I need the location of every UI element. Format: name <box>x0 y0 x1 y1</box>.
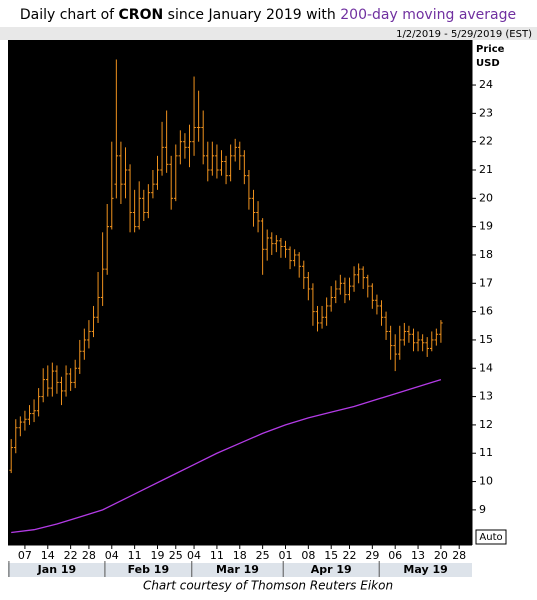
y-tick-label: 12 <box>479 418 493 431</box>
y-axis-unit: USD <box>476 58 500 69</box>
y-tick-label: 17 <box>479 276 493 289</box>
y-tick-label: 18 <box>479 248 493 261</box>
x-tick-label: 11 <box>128 549 142 562</box>
x-tick-label: 19 <box>150 549 164 562</box>
plot-area <box>8 40 472 545</box>
title-prefix: Daily chart of <box>20 7 115 23</box>
y-tick-label: 23 <box>479 106 493 119</box>
y-tick-label: 24 <box>479 78 493 91</box>
x-tick-label: 29 <box>365 549 379 562</box>
y-tick-label: 11 <box>479 446 493 459</box>
x-tick-label: 28 <box>452 549 466 562</box>
x-tick-label: 04 <box>187 549 201 562</box>
moving-average-line <box>11 378 442 534</box>
month-label: May 19 <box>403 563 447 576</box>
y-tick-label: 13 <box>479 390 493 403</box>
x-tick-label: 22 <box>342 549 356 562</box>
x-tick-label: 07 <box>18 549 32 562</box>
x-tick-label: 15 <box>324 549 338 562</box>
x-tick-label: 18 <box>233 549 247 562</box>
month-label: Jan 19 <box>37 563 76 576</box>
y-tick-label: 20 <box>479 191 493 204</box>
x-tick-label: 01 <box>278 549 292 562</box>
x-tick-label: 20 <box>434 549 448 562</box>
credit: Chart courtesy of Thomson Reuters Eikon <box>143 579 393 593</box>
date-range: 1/2/2019 - 5/29/2019 (EST) <box>396 29 532 40</box>
y-tick-label: 16 <box>479 305 493 318</box>
x-tick-label: 11 <box>210 549 224 562</box>
x-tick-label: 28 <box>82 549 96 562</box>
title-ticker: CRON <box>119 7 164 23</box>
title-ma: 200-day moving average <box>340 7 516 23</box>
x-tick-label: 14 <box>41 549 55 562</box>
y-tick-label: 22 <box>479 135 493 148</box>
x-tick-label: 22 <box>64 549 78 562</box>
y-axis-label: Price <box>476 44 505 55</box>
month-label: Mar 19 <box>216 563 259 576</box>
month-strip <box>8 563 472 577</box>
y-tick-label: 19 <box>479 220 493 233</box>
y-tick-label: 15 <box>479 333 493 346</box>
header-strip <box>0 27 537 40</box>
x-tick-label: 25 <box>169 549 183 562</box>
x-tick-label: 25 <box>256 549 270 562</box>
month-label: Apr 19 <box>311 563 352 576</box>
title-middle: since January 2019 with <box>168 7 336 23</box>
x-tick-label: 04 <box>105 549 119 562</box>
x-tick-label: 06 <box>388 549 402 562</box>
x-tick-label: 13 <box>411 549 425 562</box>
x-tick-label: 08 <box>301 549 315 562</box>
auto-button[interactable] <box>475 529 507 545</box>
auto-label[interactable]: Auto <box>479 532 502 543</box>
y-tick-label: 9 <box>479 503 486 516</box>
chart-title: Daily chart of CRON since January 2019 w… <box>20 7 516 23</box>
month-label: Feb 19 <box>128 563 170 576</box>
y-tick-label: 14 <box>479 361 493 374</box>
y-tick-label: 21 <box>479 163 493 176</box>
y-tick-label: 10 <box>479 475 493 488</box>
